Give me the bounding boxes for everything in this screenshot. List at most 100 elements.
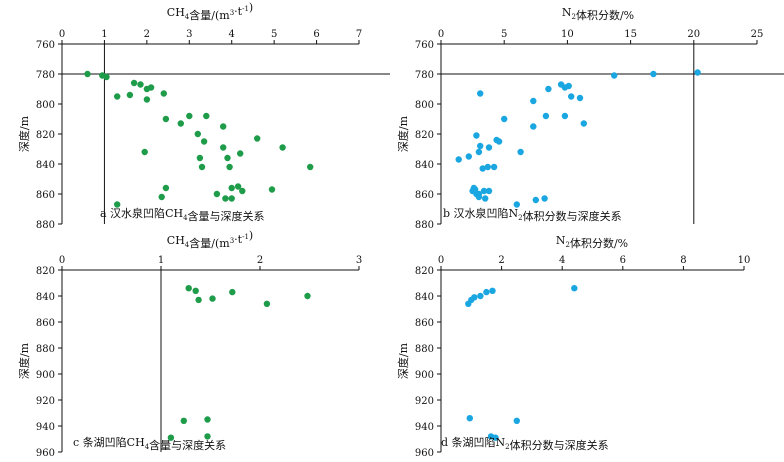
- x-tick-label: 6: [620, 255, 626, 266]
- chart-panel-c: 0 1 2 3 820 840 860 880 900 920 940 960 CH4含量/(m3·t-…: [17, 229, 362, 459]
- data-point: [545, 85, 552, 93]
- data-point: [571, 285, 578, 292]
- data-point: [200, 138, 208, 145]
- x-tick-label: 2: [144, 29, 150, 40]
- data-point: [177, 120, 184, 127]
- x-tick-label: 5: [501, 29, 507, 40]
- data-point: [489, 287, 496, 294]
- x-tick-label: 8: [680, 255, 686, 266]
- y-tick-label: 880: [415, 220, 434, 231]
- y-tick-label: 900: [415, 370, 434, 381]
- x-axis-title: N2体积分数/%: [556, 234, 628, 250]
- data-point: [465, 153, 472, 160]
- x-tick-label: 0: [438, 255, 444, 266]
- x-tick-label: 6: [313, 29, 319, 40]
- data-point: [530, 123, 537, 130]
- data-point: [530, 97, 537, 105]
- data-point: [228, 184, 235, 192]
- y-tick-label: 880: [36, 220, 55, 231]
- data-point: [501, 115, 508, 123]
- x-tick-label: 4: [559, 255, 565, 266]
- data-point: [576, 94, 584, 102]
- data-point: [194, 130, 201, 138]
- data-point: [466, 415, 473, 422]
- y-tick-label: 780: [36, 70, 55, 81]
- data-point: [568, 93, 575, 100]
- chart-caption: b 汉水泉凹陷N2体积分数与深度关系: [443, 206, 622, 223]
- data-point: [490, 163, 498, 171]
- x-tick-label: 5: [271, 29, 277, 40]
- chart-panel-a: 0 1 2 3 4 5 6 7 760 780 800 820 840 860 880 CH4含量/(m3·t…: [17, 1, 390, 231]
- x-tick-label: 3: [186, 29, 192, 40]
- y-tick-label: 820: [415, 266, 434, 277]
- data-point: [304, 292, 311, 300]
- data-point: [482, 195, 489, 202]
- y-tick-label: 800: [415, 100, 434, 111]
- data-point: [513, 417, 520, 424]
- data-point: [237, 150, 244, 157]
- data-point: [229, 288, 236, 296]
- x-axis-title: N2体积分数/%: [562, 6, 634, 22]
- data-point: [694, 69, 701, 76]
- data-point: [186, 112, 193, 120]
- data-point: [268, 186, 276, 193]
- data-point: [126, 91, 134, 99]
- data-point: [565, 82, 572, 90]
- y-axis-title: 深度/m: [396, 342, 410, 379]
- x-tick-label: 25: [751, 29, 764, 40]
- x-tick-label: 10: [738, 255, 751, 266]
- y-tick-label: 860: [36, 318, 55, 329]
- y-tick-label: 840: [415, 292, 434, 303]
- chart-panel-b: 0 5 10 15 20 25 760 780 800 820 840 860 880 N2体积分数/% 深…: [396, 6, 784, 231]
- y-tick-label: 840: [36, 160, 55, 171]
- chart-caption: c 条湖凹陷CH4含量与深度关系: [73, 435, 226, 452]
- data-point: [160, 90, 167, 97]
- y-tick-label: 800: [36, 100, 55, 111]
- y-axis-title: 深度/m: [396, 115, 410, 152]
- x-tick-label: 2: [257, 255, 263, 266]
- data-point: [130, 79, 138, 87]
- data-point: [192, 287, 199, 294]
- y-tick-label: 860: [415, 318, 434, 329]
- data-point: [185, 285, 192, 292]
- data-point: [561, 112, 569, 120]
- data-point: [532, 196, 539, 204]
- y-tick-label: 840: [36, 292, 55, 303]
- data-point: [213, 190, 221, 198]
- data-point: [84, 70, 91, 78]
- x-tick-label: 2: [498, 255, 504, 266]
- data-point: [167, 434, 175, 441]
- y-tick-label: 760: [36, 40, 55, 51]
- y-tick-label: 940: [36, 422, 55, 433]
- y-tick-label: 940: [415, 422, 434, 433]
- data-point: [493, 136, 500, 144]
- data-point: [224, 154, 231, 162]
- data-point: [650, 70, 657, 78]
- x-tick-label: 1: [101, 29, 107, 40]
- data-point: [180, 417, 187, 424]
- data-point: [196, 154, 204, 162]
- data-point: [220, 123, 227, 130]
- data-point: [254, 135, 261, 142]
- x-tick-label: 0: [59, 29, 65, 40]
- y-axis-title: 深度/m: [17, 115, 31, 152]
- data-point: [220, 144, 227, 151]
- x-axis-title: CH4含量/(m3·t-1): [167, 1, 253, 22]
- data-point: [204, 433, 211, 440]
- data-point: [204, 416, 211, 423]
- data-point: [484, 163, 491, 171]
- y-tick-label: 880: [415, 344, 434, 355]
- data-point: [203, 112, 210, 120]
- data-point: [580, 120, 587, 127]
- data-point: [226, 163, 233, 171]
- data-point: [114, 93, 121, 100]
- x-tick-label: 0: [438, 29, 444, 40]
- data-point: [195, 296, 202, 304]
- data-point: [475, 148, 483, 156]
- x-tick-label: 20: [687, 29, 700, 40]
- y-tick-label: 760: [415, 40, 434, 51]
- data-point: [103, 73, 110, 81]
- y-tick-label: 780: [415, 70, 434, 81]
- x-tick-label: 7: [356, 29, 362, 40]
